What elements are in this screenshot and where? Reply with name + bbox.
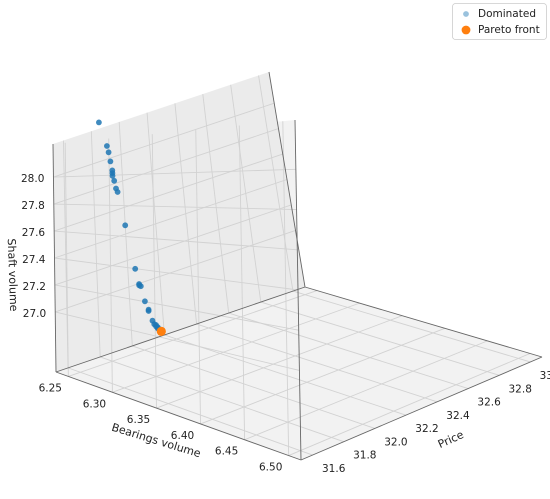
dominated-point (132, 265, 139, 272)
price-axis-label: Price (436, 428, 466, 451)
z-tick-label: 27.4 (22, 254, 46, 266)
axis-lines (52, 71, 543, 461)
grid-line-y (156, 315, 403, 409)
dominated-point (114, 189, 121, 195)
x-tick-label: 31.6 (322, 463, 346, 475)
grid-lines (53, 75, 531, 456)
dominated-point (96, 119, 102, 126)
bearings-axis-line (55, 371, 302, 461)
pane-edge (55, 286, 306, 373)
x-tick-label: 32.6 (477, 397, 501, 409)
grid-line-z (53, 102, 275, 178)
y-tick-label: 6.40 (171, 430, 194, 442)
dominated-point (104, 143, 110, 149)
z-tick-label: 27.8 (21, 200, 44, 212)
grid-line-x (292, 290, 531, 363)
grid-line-z (54, 230, 298, 251)
y-tick-label: 6.25 (39, 382, 62, 394)
grid-line-z (54, 179, 288, 259)
tick-labels: 31.6 31.8 32.0 32.2 32.4 32.6 32.8 33.0 6.25 6.30… (21, 173, 550, 475)
grid-line-y (68, 290, 318, 377)
grid-line-y (288, 353, 531, 456)
grid-line-z (53, 128, 279, 205)
grid-line-x (228, 312, 469, 389)
grid-line-x (164, 334, 407, 416)
dominated-point (137, 283, 144, 290)
grid-line-x (260, 301, 500, 376)
legend-marker-pareto (461, 25, 471, 35)
grid-line-y (112, 302, 360, 393)
price-axis-line (300, 356, 543, 461)
data-points (96, 119, 166, 336)
dominated-point (122, 222, 129, 229)
dominated-point (142, 298, 148, 305)
grid-line-z (55, 229, 296, 313)
legend-box (452, 3, 547, 40)
grid-line-y (244, 340, 488, 441)
dominated-point (109, 172, 116, 179)
x-tick-label: 32.4 (446, 410, 470, 422)
grid-line-x (100, 356, 344, 443)
grid-line-z (53, 168, 296, 178)
pane-edge (304, 286, 543, 358)
y-tick-label: 6.35 (127, 414, 150, 426)
grid-line-x (67, 367, 313, 456)
shaft-axis-label: Shaft volume (5, 238, 21, 312)
z-tick-label: 27.0 (23, 308, 46, 320)
grid-line-x (196, 323, 438, 403)
x-tick-label: 32.0 (384, 436, 407, 448)
grid-line-z (54, 257, 299, 291)
y-tick-label: 6.30 (83, 398, 106, 410)
grid-line-y (200, 327, 445, 425)
grid-line-z (53, 203, 297, 210)
dominated-point (111, 177, 118, 184)
grid-line-z (54, 153, 283, 232)
grid-line-z (55, 311, 300, 371)
pane-edge (268, 71, 306, 288)
dominated-point (145, 308, 152, 314)
shaft-axis-line (52, 143, 57, 373)
x-tick-label: 32.8 (509, 383, 532, 395)
grid-line-x (132, 345, 375, 429)
y-tick-label: 6.45 (215, 446, 238, 458)
x-tick-label: 31.8 (353, 450, 376, 462)
z-tick-label: 27.6 (22, 227, 46, 239)
z-tick-label: 27.2 (23, 281, 46, 293)
y-tick-label: 6.50 (259, 462, 282, 474)
dominated-point (107, 158, 114, 165)
legend: Dominated Pareto front (452, 3, 547, 40)
grid-line-z (54, 204, 292, 286)
legend-entry-label: Pareto front (478, 24, 540, 36)
x-tick-label: 33.0 (540, 370, 550, 382)
legend-marker-dominated (463, 11, 469, 17)
grid-line-z (54, 284, 299, 331)
pane-edge (294, 119, 302, 461)
pareto-front-point (156, 326, 166, 336)
legend-entry-label: Dominated (478, 8, 536, 20)
x-tick-label: 32.2 (415, 423, 438, 435)
dominated-point (105, 149, 112, 156)
z-tick-label: 28.0 (21, 173, 44, 185)
